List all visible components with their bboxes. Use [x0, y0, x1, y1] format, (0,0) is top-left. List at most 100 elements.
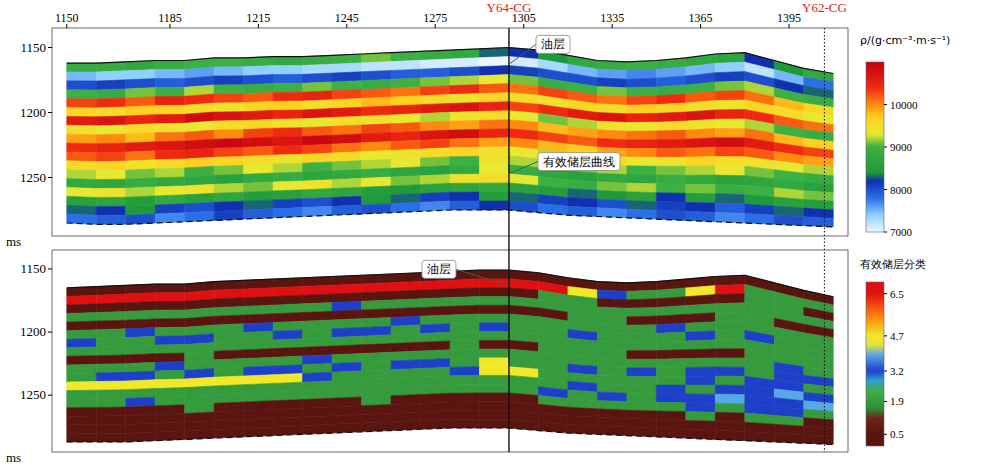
- cell: [450, 85, 479, 95]
- cell: [303, 73, 332, 83]
- cell: [303, 162, 332, 172]
- cell: [627, 96, 656, 105]
- cell: [244, 357, 273, 367]
- cell: [450, 384, 479, 393]
- cell: [450, 323, 479, 333]
- cell: [421, 298, 450, 308]
- cell: [362, 195, 391, 205]
- cell: [715, 340, 744, 349]
- cell: [391, 194, 420, 204]
- cell: [479, 367, 508, 376]
- cell: [597, 409, 626, 419]
- cell: [303, 311, 332, 321]
- cell: [597, 139, 626, 149]
- cell: [656, 411, 685, 420]
- cell: [126, 187, 155, 197]
- cell: [155, 388, 184, 398]
- cell: [155, 379, 184, 388]
- cell: [627, 87, 656, 97]
- cell: [126, 354, 155, 364]
- cell: [244, 409, 273, 419]
- cell: [421, 130, 450, 140]
- cell: [627, 351, 656, 360]
- cell: [244, 296, 273, 306]
- cell: [391, 325, 420, 335]
- cell: [126, 106, 155, 116]
- cell: [126, 133, 155, 143]
- cell: [391, 78, 420, 88]
- cell: [656, 323, 685, 333]
- cell: [656, 184, 685, 193]
- cell: [273, 330, 302, 340]
- cell: [627, 342, 656, 351]
- cell: [303, 64, 332, 74]
- cell: [155, 204, 184, 214]
- cell: [67, 382, 96, 391]
- cell: [67, 152, 96, 162]
- colorbar-tick: [884, 335, 887, 336]
- cell: [303, 197, 332, 207]
- cell: [686, 394, 715, 403]
- cell: [391, 394, 420, 404]
- cell: [421, 393, 450, 403]
- cell: [391, 290, 420, 300]
- cell: [67, 407, 96, 416]
- cell: [126, 415, 155, 425]
- cell: [244, 331, 273, 341]
- cell: [686, 349, 715, 359]
- cell: [362, 70, 391, 80]
- colorbar-tick-label: 8000: [890, 184, 913, 196]
- colorbar-title: 有效储层分类: [860, 258, 926, 271]
- cell: [332, 345, 361, 355]
- cell: [362, 168, 391, 178]
- cell: [332, 336, 361, 346]
- cell: [96, 98, 125, 108]
- cell: [155, 159, 184, 169]
- cell: [155, 362, 184, 371]
- cell: [627, 402, 656, 411]
- cell: [244, 75, 273, 85]
- cell: [332, 371, 361, 381]
- cell: [421, 95, 450, 105]
- cell: [421, 192, 450, 202]
- cell: [479, 93, 508, 103]
- cell: [155, 319, 184, 328]
- colorbar-tick: [884, 232, 887, 233]
- cell: [96, 188, 125, 197]
- cell: [450, 103, 479, 113]
- cell: [656, 359, 685, 368]
- cell: [686, 166, 715, 175]
- cell: [332, 152, 361, 162]
- cell: [597, 173, 626, 183]
- cell: [244, 155, 273, 165]
- cell: [450, 419, 479, 428]
- cell: [273, 304, 302, 314]
- cell: [479, 165, 508, 174]
- cell: [303, 189, 332, 199]
- cell: [67, 295, 96, 305]
- cell: [273, 163, 302, 173]
- cell: [597, 349, 626, 359]
- cell: [627, 78, 656, 88]
- cell: [214, 315, 243, 325]
- cell: [67, 330, 96, 339]
- y-tick: [48, 112, 52, 113]
- y-tick-label: 1250: [20, 387, 46, 402]
- cell: [96, 107, 125, 117]
- cell: [332, 72, 361, 82]
- cell: [214, 385, 243, 395]
- cell: [715, 138, 744, 147]
- cell: [96, 346, 125, 355]
- cell: [597, 95, 626, 105]
- cell: [126, 328, 155, 338]
- y-axis-unit: ms: [6, 450, 21, 465]
- colorbar-tick-label: 1.9: [890, 395, 904, 407]
- cell: [362, 124, 391, 134]
- cell: [421, 402, 450, 412]
- cell: [479, 349, 508, 358]
- cell: [273, 154, 302, 164]
- cell: [244, 128, 273, 138]
- cell: [214, 94, 243, 103]
- cell: [273, 321, 302, 331]
- horizon-bottom: [67, 210, 834, 227]
